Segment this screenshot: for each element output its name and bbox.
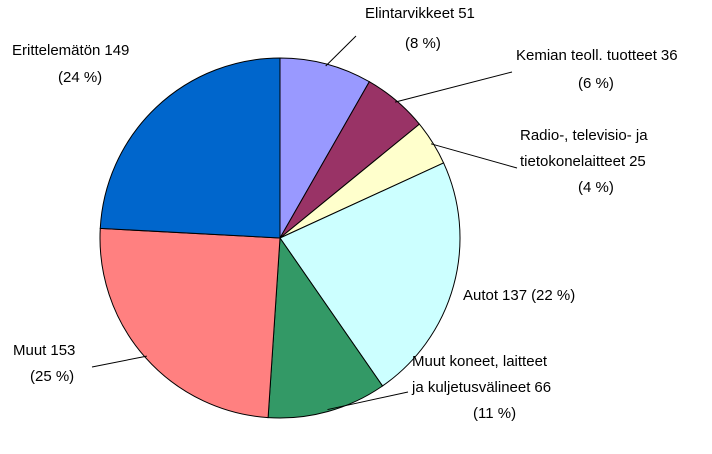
leader-line: [430, 143, 518, 169]
slice-percent: (25 %): [30, 368, 74, 385]
pie-slice: [267, 236, 384, 419]
label-line: tietokonelaitteet: [520, 153, 626, 170]
pie-slice: [99, 57, 281, 239]
slice-percent: (8 %): [405, 35, 441, 52]
slice-label: Muut: [13, 342, 47, 359]
slice-value: 51: [458, 5, 475, 22]
leader-line: [394, 71, 513, 103]
slice-value: 149: [104, 42, 129, 59]
label-line: Muut koneet, laitteet: [412, 353, 548, 370]
slice-value: 66: [534, 379, 551, 396]
slice-value: 153: [50, 342, 75, 359]
pie-slice: [279, 57, 371, 240]
slice-label: Autot: [463, 287, 499, 304]
slice-value: 137: [502, 287, 527, 304]
slice-percent: (24 %): [58, 69, 102, 86]
leader-line: [325, 35, 357, 67]
slice-label: Muut koneet, laitteet ja kuljetusvälineet: [411, 353, 548, 396]
slice-value: 36: [661, 47, 678, 64]
slice-percent: (22 %): [531, 287, 575, 304]
slice-label: Erittelemätön: [12, 42, 100, 59]
slice-percent: (11 %): [473, 405, 516, 422]
slice-value: 25: [629, 153, 646, 170]
pie-slice: [99, 227, 281, 419]
leader-line: [91, 355, 147, 368]
slice-percent: (6 %): [578, 75, 614, 92]
leader-line: [327, 391, 409, 411]
slice-percent: (4 %): [578, 179, 614, 196]
pie-slice: [279, 162, 461, 387]
slice-label: Kemian teoll. tuotteet: [516, 47, 658, 64]
label-line: Radio-, televisio- ja: [520, 127, 648, 144]
slice-label: Elintarvikkeet: [365, 5, 455, 22]
label-line: ja kuljetusvälineet: [411, 379, 531, 396]
slice-label: Radio-, televisio- ja tietokonelaitteet: [520, 127, 648, 170]
